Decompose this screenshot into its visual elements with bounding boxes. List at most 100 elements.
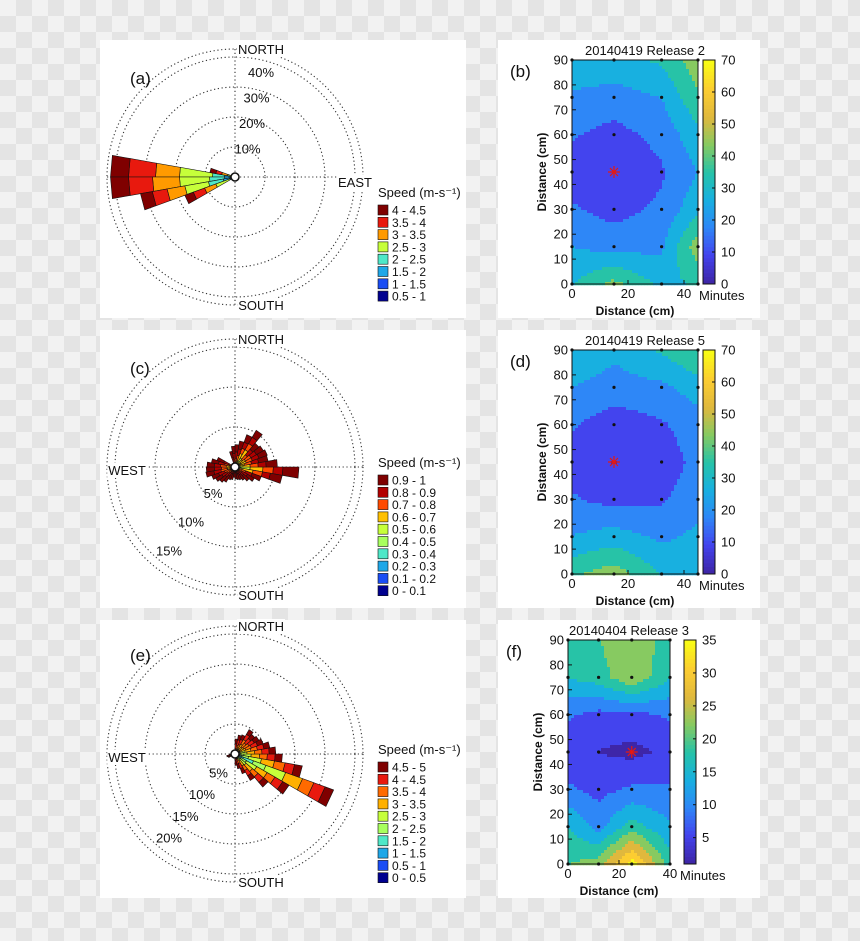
contour-cell [587,231,591,235]
contour-cell [623,246,627,250]
contour-cell [677,72,681,76]
contour-cell [695,63,699,67]
contour-cell [620,126,624,130]
contour-cell [587,81,591,85]
contour-cell [689,96,693,100]
contour-cell [578,389,582,393]
colorbar-segment [703,209,715,214]
contour-cell [677,240,681,244]
contour-cell [587,138,591,142]
contour-cell [653,201,657,205]
contour-cell [617,377,621,381]
contour-cell [590,219,594,223]
contour-cell [647,135,651,139]
contour-cell [596,482,600,486]
contour-cell [632,153,636,157]
contour-cell [578,431,582,435]
contour-cell [620,434,624,438]
contour-cell [665,66,669,70]
contour-cell [635,156,639,160]
contour-cell [593,509,597,513]
contour-cell [644,270,648,274]
contour-cell [578,276,582,280]
contour-cell [617,111,621,115]
contour-cell [641,117,645,121]
contour-cell [596,63,600,67]
contour-cell [590,246,594,250]
contour-cell [617,362,621,366]
contour-cell [620,174,624,178]
contour-cell [587,428,591,432]
contour-cell [596,404,600,408]
contour-cell [626,126,630,130]
contour-cell [584,252,588,256]
contour-cell [638,213,642,217]
contour-cell [614,551,618,555]
contour-cell [575,99,579,103]
contour-cell [584,446,588,450]
contour-cell [584,216,588,220]
contour-cell [575,374,579,378]
contour-cell [602,261,606,265]
contour-cell [605,171,609,175]
contour-cell [575,210,579,214]
contour-cell [572,353,576,357]
contour-cell [605,470,609,474]
contour-cell [620,219,624,223]
contour-cell [632,228,636,232]
contour-cell [602,461,606,465]
contour-cell [677,123,681,127]
contour-cell [668,270,672,274]
contour-cell [626,174,630,178]
contour-cell [587,84,591,88]
contour-cell [689,183,693,187]
contour-cell [689,189,693,193]
contour-cell [578,500,582,504]
contour-cell [590,359,594,363]
contour-cell [593,228,597,232]
contour-cell [602,560,606,564]
contour-cell [638,150,642,154]
contour-cell [572,171,576,175]
contour-cell [581,512,585,516]
contour-cell [590,186,594,190]
contour-cell [617,63,621,67]
contour-cell [611,440,615,444]
contour-cell [578,563,582,567]
contour-cell [575,198,579,202]
contour-cell [587,473,591,477]
contour-cell [635,123,639,127]
contour-cell [584,554,588,558]
contour-cell [599,365,603,369]
contour-cell [608,117,612,121]
contour-cell [686,213,690,217]
contour-cell [602,539,606,543]
contour-cell [629,147,633,151]
contour-cell [686,75,690,79]
contour-cell [605,129,609,133]
contour-cell [671,240,675,244]
contour-cell [614,222,618,226]
contour-cell [617,105,621,109]
y-tick-label: 30 [554,202,568,217]
contour-cell [572,401,576,405]
contour-cell [683,246,687,250]
contour-cell [593,150,597,154]
contour-cell [587,63,591,67]
contour-cell [605,440,609,444]
contour-cell [692,66,696,70]
contour-cell [638,273,642,277]
ring-label: 30% [243,91,269,106]
contour-cell [665,75,669,79]
contour-cell [608,452,612,456]
contour-cell [635,216,639,220]
contour-cell [662,165,666,169]
contour-cell [578,114,582,118]
contour-cell [617,171,621,175]
ring-label: 10% [234,142,260,157]
contour-cell [572,258,576,262]
contour-cell [605,374,609,378]
contour-cell [647,117,651,121]
contour-cell [584,84,588,88]
contour-cell [575,147,579,151]
